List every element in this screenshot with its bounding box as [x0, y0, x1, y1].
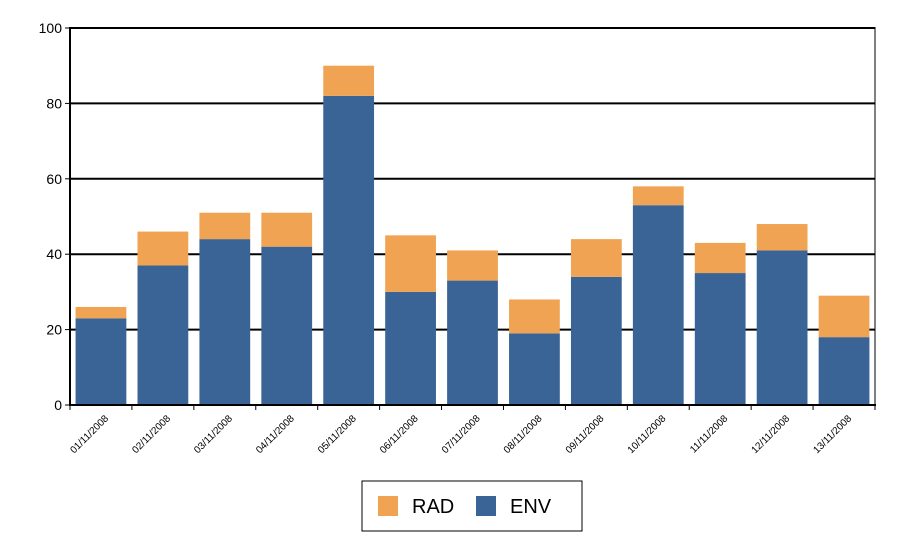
bar-env [75, 318, 127, 405]
x-tick-label: 04/11/2008 [254, 413, 297, 456]
legend-swatch-env [476, 496, 496, 516]
legend-box [361, 480, 583, 532]
x-tick-labels: 01/11/2008 02/11/2008 03/11/2008 04/11/2008… [68, 413, 854, 456]
bars [75, 65, 870, 406]
x-tick-label: 02/11/2008 [130, 413, 173, 456]
bar-rad [509, 299, 560, 334]
bar-rad [75, 306, 127, 319]
x-tick-label: 06/11/2008 [378, 413, 421, 456]
axes [65, 27, 876, 410]
bar-env [509, 333, 560, 405]
x-tick-label: 08/11/2008 [502, 413, 545, 456]
y-tick-labels: 0 20 40 60 80 100 [39, 20, 63, 413]
x-tick-label: 07/11/2008 [440, 413, 483, 456]
bar-rad [818, 295, 870, 338]
legend: RAD ENV [361, 480, 583, 532]
y-tick-label: 80 [46, 95, 62, 111]
bar-rad [570, 239, 622, 277]
x-tick-label: 05/11/2008 [316, 413, 359, 456]
y-tick-label: 0 [54, 397, 62, 413]
bar-env [447, 280, 498, 405]
bar-rad [447, 250, 498, 281]
bar-env [199, 239, 251, 405]
bar-env [261, 246, 313, 405]
bar-rad [632, 186, 684, 206]
bar-rad [694, 242, 746, 274]
bar-rad [261, 212, 313, 247]
bar-env [632, 205, 684, 405]
bar-rad [137, 231, 189, 266]
x-tick-label: 03/11/2008 [192, 413, 235, 456]
bar-env [137, 265, 189, 405]
bar-env [570, 276, 622, 405]
bar-env [818, 337, 870, 405]
x-tick-label: 13/11/2008 [812, 413, 855, 456]
legend-label-rad: RAD [412, 496, 454, 518]
bar-env [694, 273, 746, 405]
x-tick-label: 09/11/2008 [564, 413, 607, 456]
bar-rad [199, 212, 251, 240]
bar-env [756, 250, 808, 405]
legend-swatch-rad [378, 496, 398, 516]
y-tick-label: 100 [39, 20, 63, 36]
bar-rad [323, 65, 375, 96]
y-tick-label: 20 [46, 322, 62, 338]
y-tick-label: 60 [46, 171, 62, 187]
legend-label-env: ENV [510, 496, 552, 518]
bar-env [385, 291, 436, 405]
x-tick-label: 10/11/2008 [626, 413, 669, 456]
y-tick-label: 40 [46, 246, 62, 262]
x-tick-label: 12/11/2008 [750, 413, 793, 456]
bar-rad [385, 235, 436, 292]
bar-rad [756, 224, 808, 251]
x-tick-label: 01/11/2008 [68, 413, 111, 456]
bar-env [323, 95, 375, 406]
x-tick-label: 11/11/2008 [688, 413, 730, 455]
